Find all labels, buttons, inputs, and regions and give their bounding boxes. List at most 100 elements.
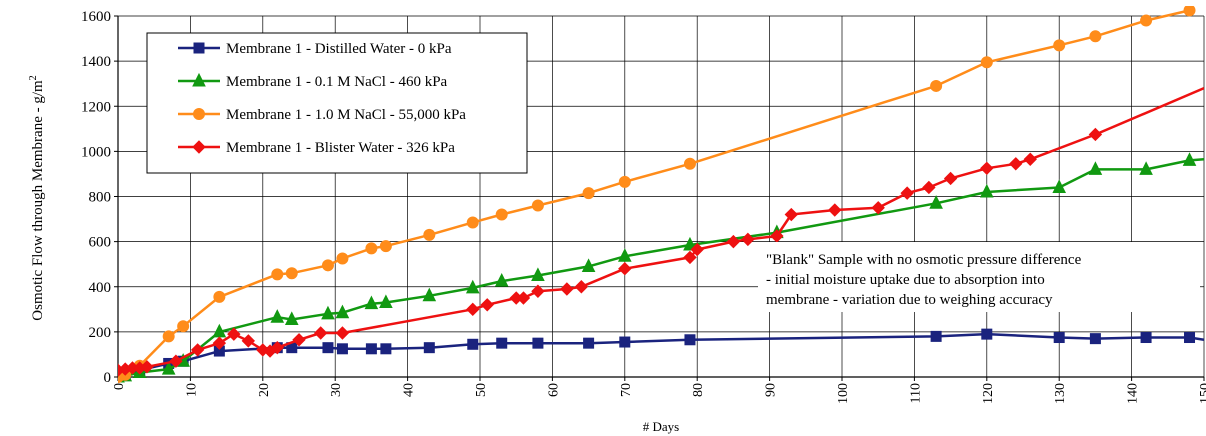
data-point bbox=[683, 236, 697, 251]
data-point bbox=[532, 337, 544, 349]
legend-marker bbox=[193, 108, 205, 120]
x-axis-label: # Days bbox=[643, 419, 679, 434]
legend-label: Membrane 1 - Distilled Water - 0 kPa bbox=[226, 41, 452, 57]
series-layer bbox=[118, 6, 1204, 383]
data-point bbox=[741, 232, 755, 247]
data-point bbox=[1184, 332, 1196, 344]
data-point bbox=[495, 208, 508, 221]
data-point bbox=[684, 334, 696, 346]
data-point bbox=[531, 199, 544, 212]
data-point bbox=[1053, 332, 1065, 344]
data-point bbox=[423, 228, 436, 241]
data-point bbox=[284, 311, 299, 325]
annotation-line-3: membrane - variation due to weighing acc… bbox=[766, 292, 1053, 308]
data-point bbox=[784, 207, 799, 222]
data-point bbox=[770, 229, 784, 243]
data-point bbox=[314, 326, 328, 340]
data-point bbox=[1053, 39, 1066, 52]
x-tick-label: 80 bbox=[691, 383, 706, 397]
data-point bbox=[683, 250, 697, 265]
data-point bbox=[581, 258, 596, 272]
data-point bbox=[241, 334, 256, 348]
data-point bbox=[321, 305, 335, 320]
legend-label: Membrane 1 - Blister Water - 326 kPa bbox=[226, 140, 455, 156]
data-point bbox=[379, 240, 392, 253]
data-point bbox=[582, 187, 595, 200]
data-point bbox=[466, 302, 480, 317]
y-tick-label: 0 bbox=[104, 370, 112, 386]
data-point bbox=[618, 175, 631, 188]
legend-entry: Membrane 1 - 0.1 M NaCl - 460 kPa bbox=[178, 72, 448, 90]
data-point bbox=[480, 298, 494, 312]
data-point bbox=[270, 309, 285, 323]
data-point bbox=[1140, 14, 1153, 27]
y-tick-label: 800 bbox=[89, 190, 112, 206]
data-point bbox=[162, 330, 175, 343]
data-point bbox=[422, 287, 437, 302]
y-tick-label: 600 bbox=[89, 235, 112, 251]
y-axis-label: Osmotic Flow through Membrane - g/m2 bbox=[28, 75, 46, 320]
data-point bbox=[365, 343, 377, 355]
data-point bbox=[321, 259, 334, 272]
data-point bbox=[516, 291, 531, 305]
data-point bbox=[292, 333, 306, 347]
data-point bbox=[929, 195, 943, 209]
data-point bbox=[683, 157, 696, 170]
data-point bbox=[140, 360, 154, 374]
legend-label: Membrane 1 - 1.0 M NaCl - 55,000 kPa bbox=[226, 107, 466, 123]
y-tick-label: 400 bbox=[89, 280, 112, 296]
data-point bbox=[617, 248, 632, 262]
data-point bbox=[169, 354, 183, 368]
data-point bbox=[380, 343, 392, 355]
data-point bbox=[1182, 152, 1197, 166]
data-point bbox=[494, 272, 509, 287]
legend-box bbox=[146, 32, 528, 174]
data-point bbox=[213, 290, 226, 303]
x-tick-label: 140 bbox=[1126, 383, 1141, 404]
data-point bbox=[285, 267, 298, 280]
data-point bbox=[828, 203, 842, 217]
data-point bbox=[270, 340, 284, 355]
legend-label: Membrane 1 - 0.1 M NaCl - 460 kPa bbox=[226, 74, 448, 90]
data-point bbox=[619, 336, 631, 348]
y-tick-label: 200 bbox=[89, 325, 112, 341]
x-tick-label: 60 bbox=[546, 383, 561, 397]
series-line bbox=[118, 87, 1204, 372]
legend-entry: Membrane 1 - Blister Water - 326 kPa bbox=[178, 140, 455, 156]
x-tick-label: 30 bbox=[329, 383, 344, 397]
legend-entry: Membrane 1 - 1.0 M NaCl - 55,000 kPa bbox=[178, 107, 466, 123]
legend-marker bbox=[192, 72, 206, 87]
data-point bbox=[871, 201, 885, 215]
x-tick-label: 100 bbox=[836, 383, 851, 404]
data-point bbox=[726, 234, 741, 249]
data-point bbox=[423, 342, 435, 354]
data-point bbox=[335, 326, 350, 340]
data-point bbox=[177, 320, 190, 333]
data-point bbox=[161, 360, 176, 375]
x-tick-label: 120 bbox=[981, 383, 996, 404]
legend-entry: Membrane 1 - Distilled Water - 0 kPa bbox=[178, 41, 452, 57]
x-tick-label: 130 bbox=[1053, 383, 1068, 404]
annotation-line-1: "Blank" Sample with no osmotic pressure … bbox=[766, 252, 1082, 268]
y-tick-label: 1600 bbox=[81, 9, 111, 25]
data-point bbox=[227, 327, 241, 341]
annotation-box bbox=[758, 242, 1200, 312]
data-point bbox=[531, 284, 545, 298]
x-tick-label: 110 bbox=[908, 383, 923, 403]
data-point bbox=[531, 267, 545, 281]
data-point bbox=[365, 242, 378, 255]
series-1 bbox=[118, 328, 1204, 382]
data-point bbox=[336, 252, 349, 265]
legend: Membrane 1 - Distilled Water - 0 kPa Memb… bbox=[146, 32, 528, 174]
y-axis-label-superscript: 2 bbox=[28, 75, 39, 80]
data-point bbox=[980, 161, 994, 176]
data-point bbox=[322, 342, 334, 354]
data-point bbox=[1088, 161, 1103, 175]
data-point bbox=[943, 171, 958, 186]
data-point bbox=[930, 330, 942, 342]
series-4 bbox=[118, 87, 1204, 377]
y-tick-label: 1400 bbox=[81, 54, 111, 70]
data-point bbox=[981, 328, 993, 340]
series-3 bbox=[118, 6, 1196, 383]
data-point bbox=[1052, 179, 1067, 193]
